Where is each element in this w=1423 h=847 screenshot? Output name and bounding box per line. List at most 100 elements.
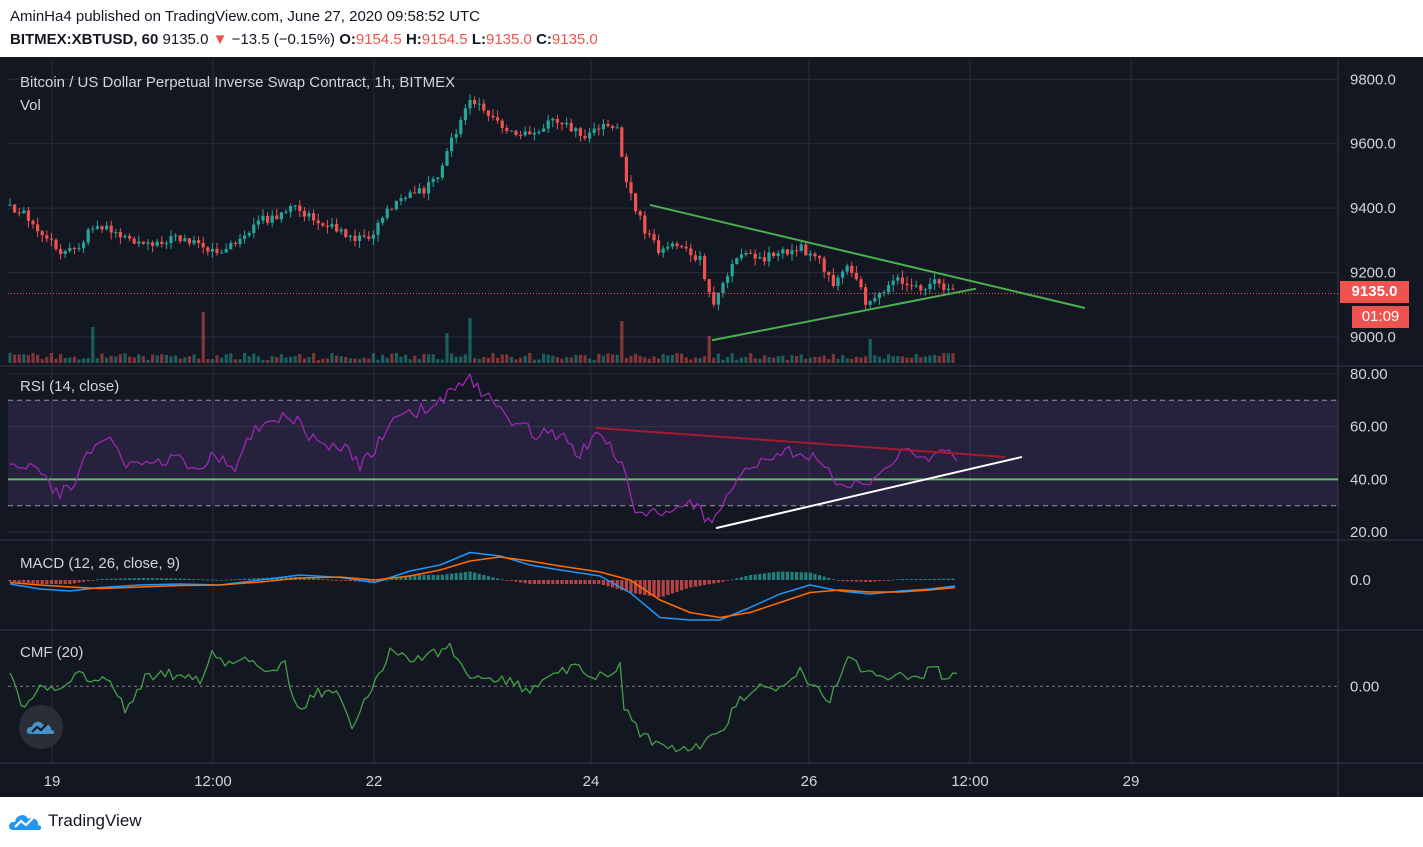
volume-bar (155, 355, 159, 363)
macd-histogram-bar (937, 578, 941, 580)
macd-histogram-bar (49, 580, 53, 584)
time-axis[interactable]: 19 12:00 22 24 26 12:00 29 (44, 773, 1140, 790)
candle-body (77, 248, 81, 250)
candle-body (716, 292, 720, 305)
rsi-band-fill (8, 400, 1338, 506)
macd-histogram-bar (739, 577, 743, 580)
volume-bar (693, 357, 697, 363)
volume-bar (252, 353, 256, 363)
volume-bar (496, 357, 500, 363)
candle-body (450, 137, 454, 152)
candle-body (583, 135, 587, 139)
macd-histogram-bar (408, 575, 412, 580)
volume-bar (187, 356, 191, 363)
candle-body (578, 128, 582, 136)
macd-histogram-bar (31, 580, 35, 584)
volume-bar (698, 357, 702, 363)
volume-bar (726, 357, 730, 363)
candle-body (597, 128, 601, 130)
macd-histogram-bar (13, 580, 17, 582)
macd-histogram-bar (390, 578, 394, 580)
volume-bar (822, 355, 826, 363)
volume-bar (164, 354, 168, 363)
volume-bar (40, 359, 44, 363)
volume-bar (914, 354, 918, 363)
macd-histogram-bar (450, 573, 454, 580)
macd-histogram-bar (744, 576, 748, 580)
rsi-tick-label: 40.00 (1350, 471, 1388, 488)
candle-body (528, 131, 532, 135)
macd-histogram-bar (900, 579, 904, 580)
volume-bar (523, 355, 527, 363)
candle-body (270, 215, 274, 223)
volume-bar (266, 359, 270, 363)
price-axis[interactable]: 9800.0 9600.0 9400.0 9200.0 9000.0 80.00 60.00… (1350, 71, 1396, 695)
candle-body (353, 235, 357, 241)
candle-body (321, 223, 325, 226)
candle-body (187, 238, 191, 244)
candle-body (206, 247, 210, 252)
candle-body (877, 293, 881, 299)
macd-histogram-bar (132, 578, 136, 580)
macd-histogram-bar (509, 580, 513, 581)
candle-body (279, 212, 283, 220)
volume-bar (289, 356, 293, 363)
volume-bar (128, 356, 132, 363)
candle-body (91, 228, 95, 230)
candle-body (523, 131, 527, 136)
macd-histogram-bar (914, 579, 918, 580)
volume-bar (169, 356, 173, 363)
volume-bar (827, 358, 831, 363)
macd-histogram-bar (335, 580, 339, 581)
candle-body (243, 235, 247, 239)
volume-bar (105, 357, 109, 363)
macd-histogram-bar (592, 580, 596, 584)
macd-histogram-bar (413, 575, 417, 580)
candle-body (689, 248, 693, 256)
price-tick-label: 9400.0 (1350, 200, 1396, 217)
candle-body (910, 285, 914, 287)
macd-histogram-bar (224, 579, 228, 581)
candle-body (151, 242, 155, 246)
candle-body (753, 253, 757, 259)
volume-bar (132, 357, 136, 363)
volume-bar (542, 353, 546, 363)
volume-bar (652, 356, 656, 363)
volume-bar (440, 359, 444, 363)
macd-histogram-bar (514, 580, 518, 582)
low-label: L: (471, 31, 486, 48)
macd-histogram-bar (707, 580, 711, 585)
candle-body (289, 206, 293, 212)
candle-body (744, 252, 748, 255)
rsi-tick-label: 60.00 (1350, 419, 1388, 436)
macd-histogram-bar (86, 580, 90, 581)
candle-body (266, 215, 270, 223)
volume-bar (459, 356, 463, 363)
time-tick-label: 24 (583, 773, 600, 790)
macd-histogram-bar (206, 579, 210, 581)
macd-histogram-bar (542, 580, 546, 584)
candle-body (882, 292, 886, 294)
volume-bar (634, 353, 638, 363)
candle-body (155, 241, 159, 246)
candle-body (86, 229, 90, 243)
volume-bar (657, 358, 661, 363)
macd-histogram-bar (808, 572, 812, 580)
macd-histogram-bar (551, 580, 555, 584)
macd-histogram-bar (40, 580, 44, 584)
candle-body (914, 285, 918, 287)
macd-histogram-bar (210, 579, 214, 581)
candle-body (684, 246, 688, 249)
price-tick-label: 9600.0 (1350, 136, 1396, 153)
volume-bar (339, 356, 343, 363)
candle-body (381, 217, 385, 223)
macd-histogram-bar (77, 580, 81, 583)
close-label: C: (536, 31, 552, 48)
candle-body (302, 210, 306, 217)
volume-bar (933, 354, 937, 363)
volume-bar (951, 353, 955, 363)
candle-body (445, 151, 449, 166)
volume-bar (592, 359, 596, 363)
countdown-badge: 01:09 (1352, 306, 1409, 328)
